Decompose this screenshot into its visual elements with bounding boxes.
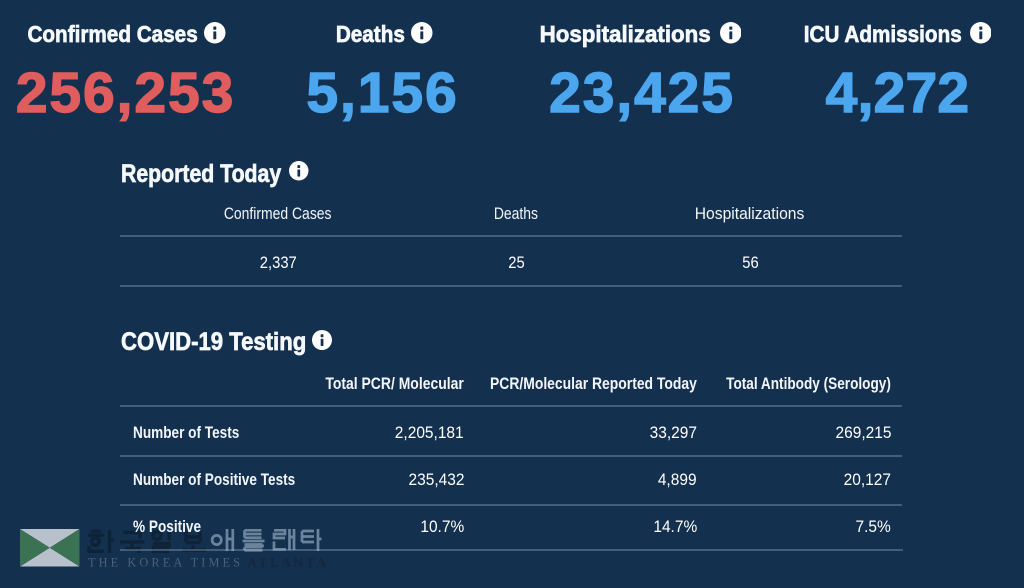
svg-text:THE KOREA TIMES: THE KOREA TIMES bbox=[88, 556, 240, 570]
svg-text:ATLANTA: ATLANTA bbox=[247, 555, 326, 570]
